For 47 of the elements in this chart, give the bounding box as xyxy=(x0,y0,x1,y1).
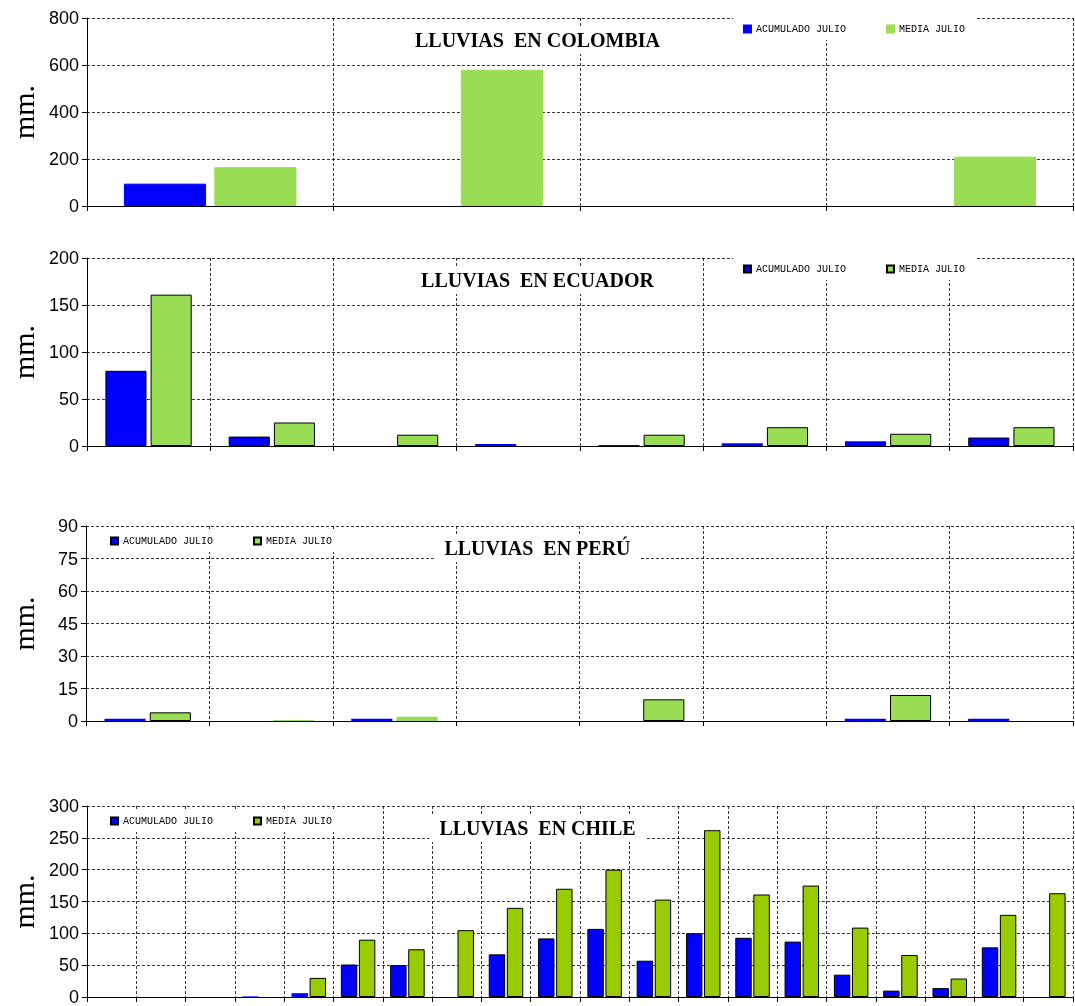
text: LLUVIAS EN PERÚ xyxy=(444,536,631,559)
legend-label: ACUMULADO JULIO xyxy=(123,535,214,547)
y-tick-label: 15 xyxy=(57,678,78,699)
y-tick-label: 0 xyxy=(68,987,79,1006)
text: LLUVIAS EN CHILE xyxy=(439,817,636,839)
y-tick-label: 0 xyxy=(68,196,79,216)
y-tick-label: 800 xyxy=(48,8,79,28)
y-tick-label: 300 xyxy=(48,796,79,816)
y-tick-label: 200 xyxy=(48,859,79,880)
y-tick-label: 250 xyxy=(48,827,79,848)
legend-label: MEDIA JULIO xyxy=(266,815,333,827)
y-tick-label: 200 xyxy=(48,149,79,169)
y-tick-label: 400 xyxy=(48,102,79,122)
y-axis-title: mm. xyxy=(6,596,40,651)
y-axis-title: mm. xyxy=(6,84,40,140)
bar xyxy=(123,183,207,206)
y-tick-label: 50 xyxy=(58,955,79,976)
y-tick-label: 60 xyxy=(57,581,78,601)
y-tick-label: 0 xyxy=(67,711,78,731)
legend-label: ACUMULADO JULIO xyxy=(755,23,846,35)
y-tick-label: 45 xyxy=(57,613,78,634)
bar xyxy=(214,167,297,206)
y-tick-label: 100 xyxy=(48,342,79,362)
legend-label: MEDIA JULIO xyxy=(266,535,333,547)
bar xyxy=(953,156,1037,206)
bar xyxy=(844,441,887,446)
text: LLUVIAS EN ECUADOR xyxy=(421,269,655,291)
bar xyxy=(460,69,543,206)
y-tick-label: 30 xyxy=(57,646,78,666)
y-axis-title: mm. xyxy=(6,874,40,929)
y-tick-label: 150 xyxy=(48,295,79,315)
y-tick-label: 100 xyxy=(48,923,79,944)
y-tick-label: 75 xyxy=(57,548,78,569)
legend-label: ACUMULADO JULIO xyxy=(123,815,214,827)
y-axis-title: mm. xyxy=(6,324,40,380)
bar xyxy=(721,443,763,446)
y-tick-label: 600 xyxy=(48,55,79,75)
legend-label: ACUMULADO JULIO xyxy=(755,263,846,275)
legend-label: MEDIA JULIO xyxy=(898,263,965,275)
legend-label: MEDIA JULIO xyxy=(898,23,965,35)
y-tick-label: 90 xyxy=(57,516,78,536)
bar xyxy=(291,993,308,997)
y-tick-label: 150 xyxy=(48,891,79,912)
y-tick-label: 200 xyxy=(48,248,79,268)
y-tick-label: 0 xyxy=(68,436,79,456)
text: LLUVIAS EN COLOMBIA xyxy=(414,29,661,51)
y-tick-label: 50 xyxy=(58,389,79,409)
